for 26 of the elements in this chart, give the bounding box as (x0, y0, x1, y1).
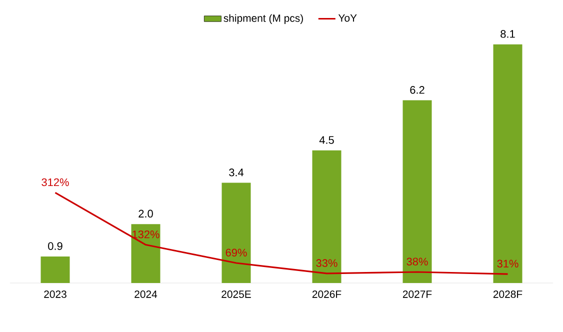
legend-label: shipment (M pcs) (224, 14, 303, 24)
x-tick-label: 2028F (493, 290, 522, 298)
data-label: 69% (226, 248, 247, 256)
x-tick-label: 2026F (312, 290, 342, 298)
x-tick-label: 2025E (222, 290, 251, 298)
legend-label: YoY (338, 14, 357, 22)
bar (493, 44, 522, 283)
bar (40, 256, 70, 283)
bar (131, 224, 160, 283)
data-label: 33% (316, 259, 338, 267)
data-label: 38% (406, 258, 428, 266)
data-label: 8.1 (500, 30, 515, 38)
bar (222, 182, 251, 283)
data-label: 4.5 (319, 136, 334, 144)
bar (312, 150, 342, 283)
data-label: 312% (42, 178, 69, 186)
data-label: 2.0 (138, 210, 153, 218)
x-tick-label: 2027F (402, 290, 432, 298)
data-label: 31% (497, 260, 518, 268)
data-label: 132% (132, 230, 160, 238)
x-tick-label: 2024 (134, 290, 158, 298)
x-tick-label: 2023 (44, 290, 66, 298)
data-label: 3.4 (229, 168, 244, 176)
data-label: 0.9 (48, 242, 62, 250)
data-label: 6.2 (410, 86, 424, 94)
bar (402, 100, 432, 283)
